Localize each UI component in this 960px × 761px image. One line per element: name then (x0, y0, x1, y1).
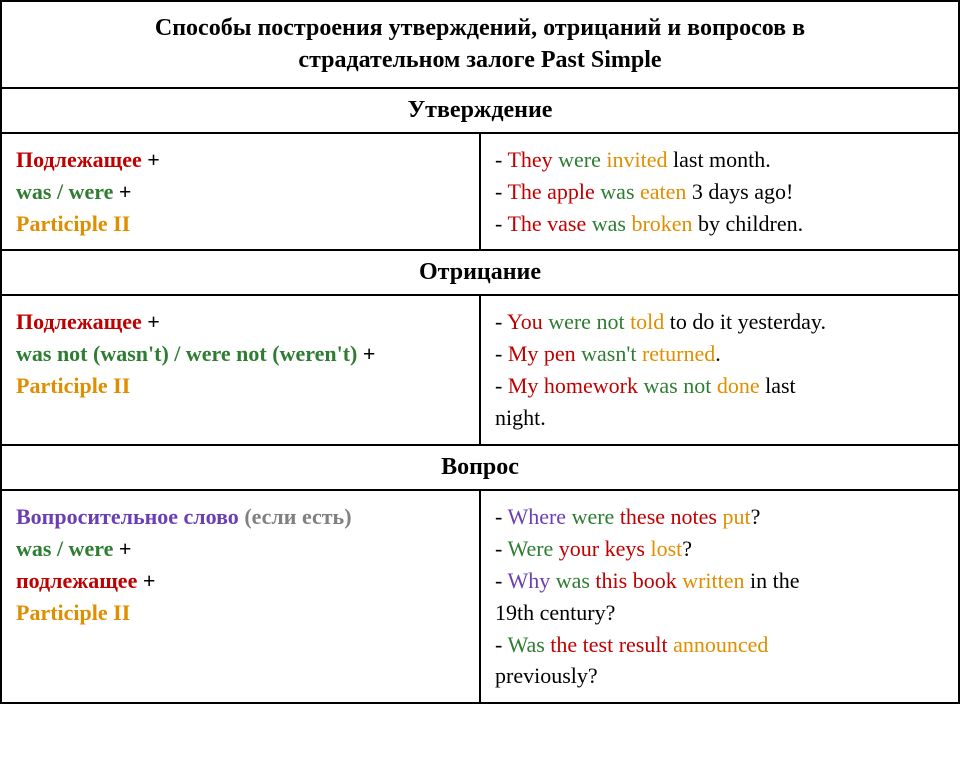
example-line: - Why was this book written in the (495, 565, 944, 597)
example-line: - My pen wasn't returned. (495, 338, 944, 370)
formula-affirm: Подлежащее + was / were + Participle II (1, 133, 480, 251)
formula-participle: Participle II (16, 373, 130, 398)
grammar-table: Способы построения утверждений, отрицани… (0, 0, 960, 704)
example-line: - Where were these notes put? (495, 501, 944, 533)
title-line-2: страдательном залоге Past Simple (298, 47, 661, 73)
title-line-1: Способы построения утверждений, отрицани… (155, 15, 805, 41)
formula-aux: was / were (16, 179, 113, 204)
section-header-affirm-text: Утверждение (408, 97, 553, 123)
example-line: - Was the test result announced (495, 629, 944, 661)
example-line: - They were invited last month. (495, 144, 944, 176)
examples-q: - Where were these notes put? - Were you… (480, 490, 959, 703)
examples-affirm: - They were invited last month. - The ap… (480, 133, 959, 251)
formula-subject: Подлежащее (16, 147, 142, 172)
formula-qword: Вопросительное слово (16, 504, 244, 529)
example-line: night. (495, 402, 944, 434)
formula-plus: + (142, 147, 160, 172)
formula-participle: Participle II (16, 211, 130, 236)
section-header-q: Вопрос (1, 445, 959, 490)
example-line: - The apple was eaten 3 days ago! (495, 176, 944, 208)
example-line: - The vase was broken by children. (495, 208, 944, 240)
formula-plus: + (137, 568, 155, 593)
formula-aux: was / were (16, 536, 113, 561)
formula-note: (если есть) (244, 504, 351, 529)
formula-aux: was not (wasn't) / were not (weren't) (16, 341, 357, 366)
example-line: - My homework was not done last (495, 370, 944, 402)
formula-participle: Participle II (16, 600, 130, 625)
section-header-q-text: Вопрос (441, 454, 519, 480)
section-header-neg: Отрицание (1, 250, 959, 295)
formula-plus: + (113, 179, 131, 204)
formula-subject: подлежащее (16, 568, 137, 593)
formula-q: Вопросительное слово (если есть) was / w… (1, 490, 480, 703)
formula-neg: Подлежащее + was not (wasn't) / were not… (1, 295, 480, 445)
example-line: - You were not told to do it yesterday. (495, 306, 944, 338)
example-line: 19th century? (495, 597, 944, 629)
formula-plus: + (142, 309, 160, 334)
section-header-neg-text: Отрицание (419, 259, 541, 285)
example-line: previously? (495, 660, 944, 692)
section-header-affirm: Утверждение (1, 88, 959, 133)
main-title: Способы построения утверждений, отрицани… (1, 1, 959, 88)
formula-plus: + (113, 536, 131, 561)
example-line: - Were your keys lost? (495, 533, 944, 565)
formula-subject: Подлежащее (16, 309, 142, 334)
formula-plus: + (357, 341, 375, 366)
examples-neg: - You were not told to do it yesterday. … (480, 295, 959, 445)
